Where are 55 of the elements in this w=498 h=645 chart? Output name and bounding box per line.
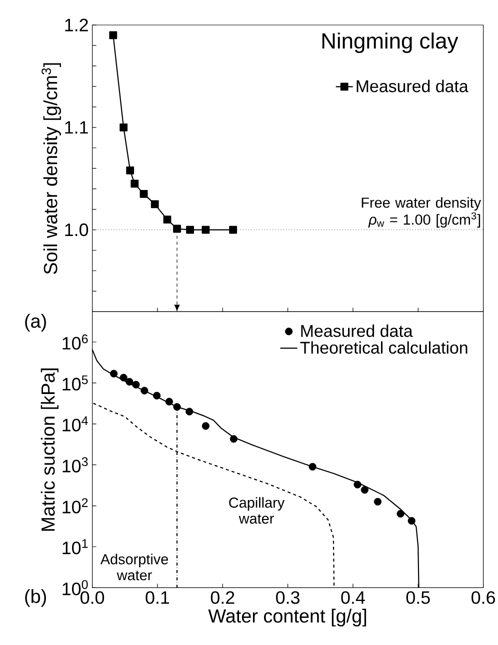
annotation: Capillary water (229, 497, 285, 524)
y-tick-label: 10$^{5}$ (62, 375, 88, 390)
x-tick-label: 0.2 (210, 591, 234, 604)
chart-title: Ningming clay (322, 32, 458, 54)
y-tick-label: 10$^{1}$ (62, 539, 88, 554)
y-axis-title: Matric suction [kPa] (40, 368, 59, 531)
x-tick-label: 0.4 (341, 591, 365, 604)
y-tick-label: 1.2 (65, 18, 88, 32)
point (126, 378, 134, 386)
x-axis-title: Water content [g/g] (208, 608, 366, 626)
legend-label: Measured data (356, 80, 468, 92)
point (153, 392, 161, 400)
point (126, 166, 134, 174)
y-tick-label: 10$^{3}$ (62, 457, 88, 472)
annotation: Adsorptive water (100, 554, 168, 580)
x-tick-label: 0.3 (276, 591, 300, 604)
y-tick-label: 10$^{4}$ (62, 416, 88, 432)
x-tick-label: 0.1 (146, 591, 170, 604)
text: (b) (25, 589, 46, 607)
point (130, 180, 139, 188)
x-tick-label: 0.5 (406, 591, 430, 604)
point (408, 517, 416, 525)
point (308, 462, 316, 471)
point (360, 486, 368, 494)
point (140, 190, 148, 198)
point (173, 403, 181, 411)
point (186, 226, 194, 234)
y-axis-title: Soil water density [g/cm$^{3}$] (42, 63, 62, 274)
point (150, 200, 159, 208)
point (109, 31, 118, 40)
point (186, 408, 194, 416)
y-tick-label: 10$^{2}$ (62, 498, 88, 514)
point (163, 216, 172, 224)
point (230, 435, 238, 443)
x-tick-label: 0.6 (472, 591, 495, 604)
y-tick-label: 1.0 (65, 223, 88, 236)
legend-label: Theoretical calculation (300, 341, 468, 354)
point (120, 374, 128, 382)
point (120, 123, 128, 132)
point (396, 510, 404, 518)
legend-label: Measured data (301, 324, 413, 337)
ref-line-label: Free water density ρ$_{w}$ = 1.00 [g/cm$^{3}$] (362, 197, 482, 228)
point (202, 226, 210, 234)
point (165, 398, 173, 406)
point (132, 380, 140, 388)
point (140, 386, 148, 394)
y-tick-label: 10$^{6}$ (62, 334, 88, 350)
point (374, 498, 382, 506)
point (173, 224, 181, 233)
point (229, 226, 238, 234)
text: (a) (25, 314, 46, 332)
y-tick-label: 1.1 (65, 121, 88, 134)
point (354, 480, 362, 488)
point (202, 422, 210, 430)
point (110, 370, 118, 378)
